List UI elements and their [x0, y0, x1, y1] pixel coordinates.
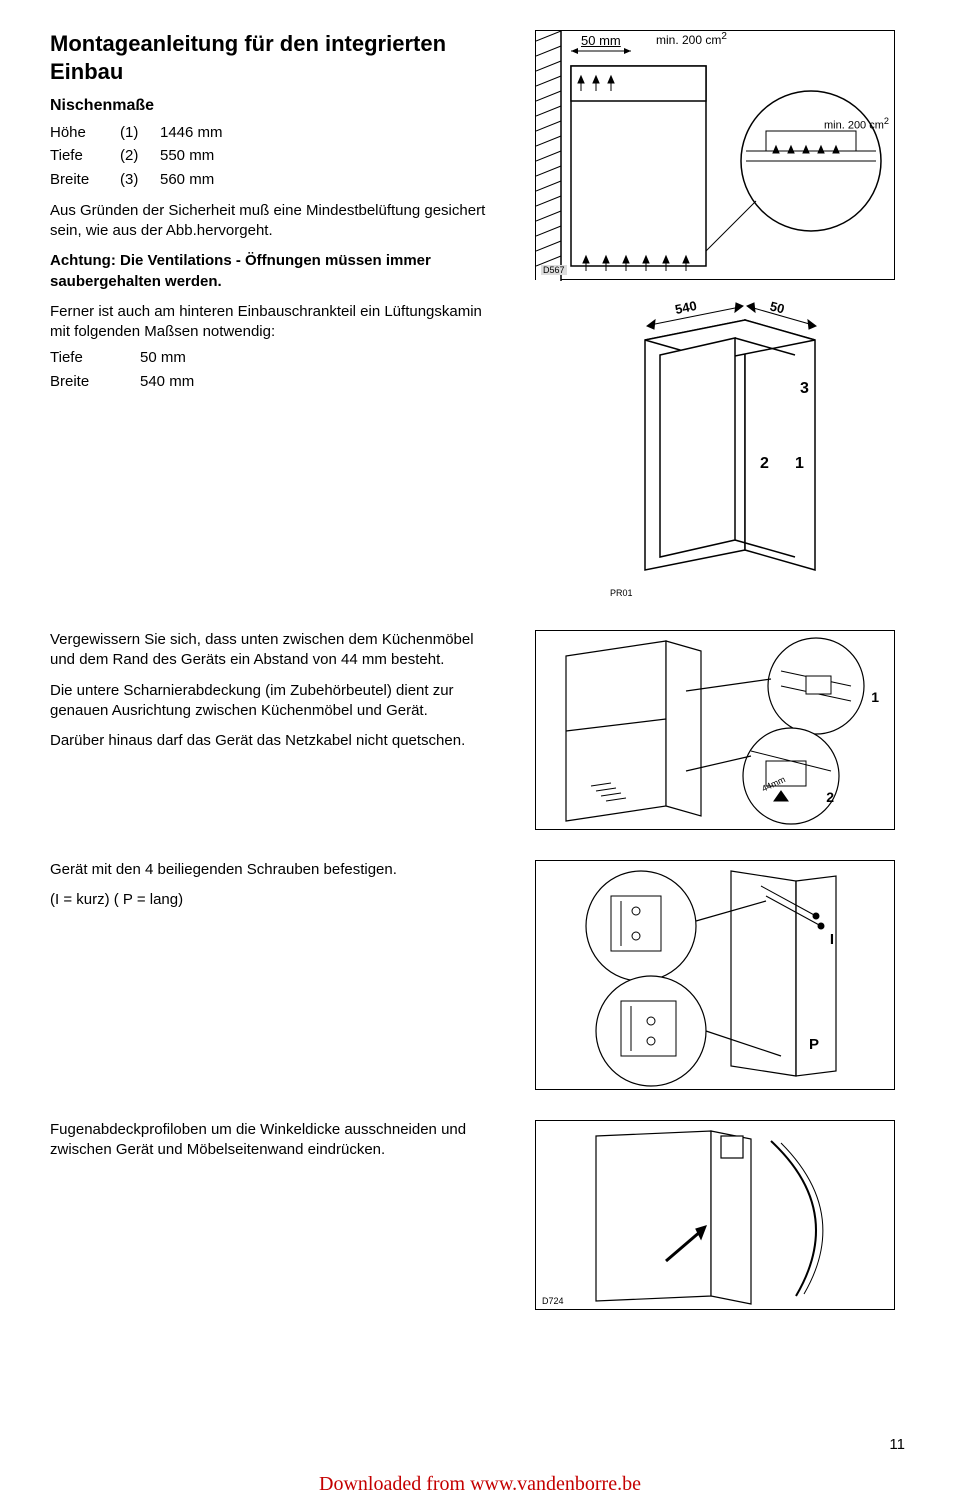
text-col-3: Gerät mit den 4 beiliegenden Schrauben b…	[50, 860, 490, 1090]
diagram-isometric: 540 50 3 2 1 PR01	[535, 290, 895, 600]
niche-heading: Nischenmaße	[50, 97, 490, 115]
diagram-hinge: 1 2 44mm	[535, 630, 895, 830]
dim-val: 540 mm	[140, 370, 194, 393]
dim-row: Tiefe 50 mm	[50, 346, 490, 369]
download-footer: Downloaded from www.vandenborre.be	[50, 1473, 910, 1496]
dim-table: Höhe (1) 1446 mm Tiefe (2) 550 mm Breite…	[50, 121, 490, 191]
diagram-col-2: 1 2 44mm	[520, 630, 910, 830]
para: (I = kurz) ( P = lang)	[50, 890, 490, 910]
iso-svg	[535, 290, 895, 600]
text-col-2: Vergewissern Sie sich, dass unten zwisch…	[50, 630, 490, 830]
section-1: Montageanleitung für den integrierten Ei…	[50, 30, 910, 600]
dim-label: Tiefe	[50, 346, 140, 369]
dim-label: Tiefe	[50, 144, 120, 167]
dim-val: 560 mm	[160, 168, 214, 191]
diagram-profile: D724	[535, 1120, 895, 1310]
diagram-screws: I P	[535, 860, 895, 1090]
dim-label: Höhe	[50, 121, 120, 144]
section-3: Gerät mit den 4 beiliegenden Schrauben b…	[50, 860, 910, 1090]
para: Die untere Scharnierabdeckung (im Zubehö…	[50, 681, 490, 722]
diagram-col-1: 50 mm min. 200 cm2 min. 200 cm2 D567	[520, 30, 910, 600]
page-title: Montageanleitung für den integrierten Ei…	[50, 30, 490, 85]
para-bold: Achtung: Die Ventilations - Öffnungen mü…	[50, 251, 490, 292]
top-dim-label: 50 mm	[581, 33, 621, 48]
dim-val: 50 mm	[140, 346, 186, 369]
side-min-label: min. 200 cm2	[824, 117, 889, 132]
dim-val: 550 mm	[160, 144, 214, 167]
diagram-stack-1: 50 mm min. 200 cm2 min. 200 cm2 D567	[535, 30, 895, 600]
diagram-col-4: D724	[520, 1120, 910, 1310]
min-sup: 2	[721, 31, 727, 42]
dim-label: Breite	[50, 370, 140, 393]
min-text: min. 200 cm	[656, 33, 721, 47]
page-number: 11	[889, 1436, 905, 1453]
diagram-elevation: 50 mm min. 200 cm2 min. 200 cm2 D567	[535, 30, 895, 280]
diagram-code: D724	[542, 1296, 564, 1306]
iso-2: 2	[760, 455, 769, 473]
dim-val: 1446 mm	[160, 121, 223, 144]
section-2: Vergewissern Sie sich, dass unten zwisch…	[50, 630, 910, 830]
dim-row: Höhe (1) 1446 mm	[50, 121, 490, 144]
text-col-4: Fugenabdeckprofiloben um die Winkeldicke…	[50, 1120, 490, 1310]
dim-table-2: Tiefe 50 mm Breite 540 mm	[50, 346, 490, 393]
para: Darüber hinaus darf das Gerät das Netzka…	[50, 731, 490, 751]
min-sup: 2	[884, 116, 889, 126]
para: Gerät mit den 4 beiliegenden Schrauben b…	[50, 860, 490, 880]
min-text: min. 200 cm	[824, 120, 884, 132]
callout-2: 2	[826, 789, 834, 805]
top-min-label: min. 200 cm2	[656, 32, 727, 46]
para: Fugenabdeckprofiloben um die Winkeldicke…	[50, 1120, 490, 1161]
dim-row: Tiefe (2) 550 mm	[50, 144, 490, 167]
profile-svg	[536, 1121, 896, 1311]
diagram-col-3: I P	[520, 860, 910, 1090]
iso-3: 3	[800, 380, 809, 398]
dim-idx: (1)	[120, 121, 160, 144]
section-4: Fugenabdeckprofiloben um die Winkeldicke…	[50, 1120, 910, 1310]
dim-row: Breite 540 mm	[50, 370, 490, 393]
iso-1: 1	[795, 455, 804, 473]
para: Ferner ist auch am hinteren Einbauschran…	[50, 302, 490, 343]
para: Vergewissern Sie sich, dass unten zwisch…	[50, 630, 490, 671]
dim-idx: (2)	[120, 144, 160, 167]
screws-svg	[536, 861, 896, 1091]
callout-P: P	[809, 1036, 819, 1053]
elevation-svg	[536, 31, 896, 281]
callout-I: I	[830, 931, 834, 948]
para: Aus Gründen der Sicherheit muß eine Mind…	[50, 201, 490, 242]
dim-idx: (3)	[120, 168, 160, 191]
hinge-svg	[536, 631, 896, 831]
dim-label: Breite	[50, 168, 120, 191]
callout-1: 1	[871, 689, 879, 705]
dim-row: Breite (3) 560 mm	[50, 168, 490, 191]
text-col-1: Montageanleitung für den integrierten Ei…	[50, 30, 490, 600]
iso-code: PR01	[610, 588, 633, 598]
diagram-code: D567	[541, 265, 567, 275]
